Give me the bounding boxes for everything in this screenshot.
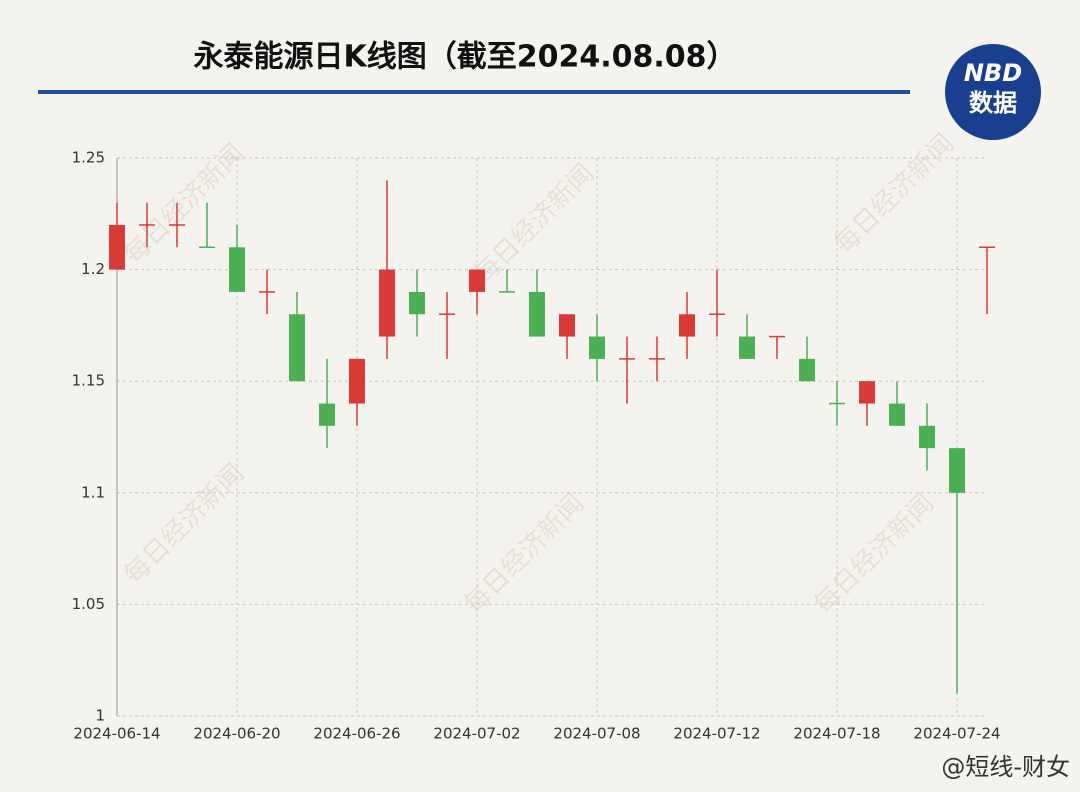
y-tick-label: 1 [95, 707, 105, 725]
body [949, 448, 965, 493]
body [409, 291, 425, 315]
body [229, 247, 245, 292]
body [739, 336, 755, 359]
x-tick-label: 2024-07-18 [793, 725, 880, 743]
x-tick-label: 2024-07-12 [673, 725, 760, 743]
x-tick-label: 2024-06-26 [313, 725, 400, 743]
body [889, 403, 905, 426]
x-tick-label: 2024-07-02 [433, 725, 520, 743]
logo [945, 44, 1041, 140]
body [589, 336, 605, 359]
body [529, 291, 545, 337]
body [559, 314, 575, 337]
y-tick-label: 1.1 [81, 483, 105, 501]
x-tick-label: 2024-07-08 [553, 725, 640, 743]
body [289, 314, 305, 382]
x-tick-label: 2024-06-20 [193, 725, 280, 743]
chart-title: 永泰能源日K线图（截至2024.08.08） [193, 40, 736, 75]
body [919, 425, 935, 449]
credit: @短线-财女 [941, 753, 1070, 781]
body [319, 403, 335, 426]
body [859, 381, 875, 404]
y-tick-label: 1.25 [72, 149, 105, 167]
y-tick-label: 1.05 [72, 595, 105, 613]
body [799, 358, 815, 382]
body [469, 269, 485, 292]
body [109, 224, 125, 270]
body [379, 269, 395, 337]
x-tick-label: 2024-07-24 [913, 725, 1000, 743]
x-tick-label: 2024-06-14 [73, 725, 160, 743]
body [679, 314, 695, 337]
title-rule [38, 90, 910, 94]
body [349, 358, 365, 404]
y-tick-label: 1.15 [72, 372, 105, 390]
logo-bottom: 数据 [969, 89, 1017, 117]
y-tick-label: 1.2 [81, 260, 105, 278]
logo-top: NBD [964, 59, 1022, 87]
